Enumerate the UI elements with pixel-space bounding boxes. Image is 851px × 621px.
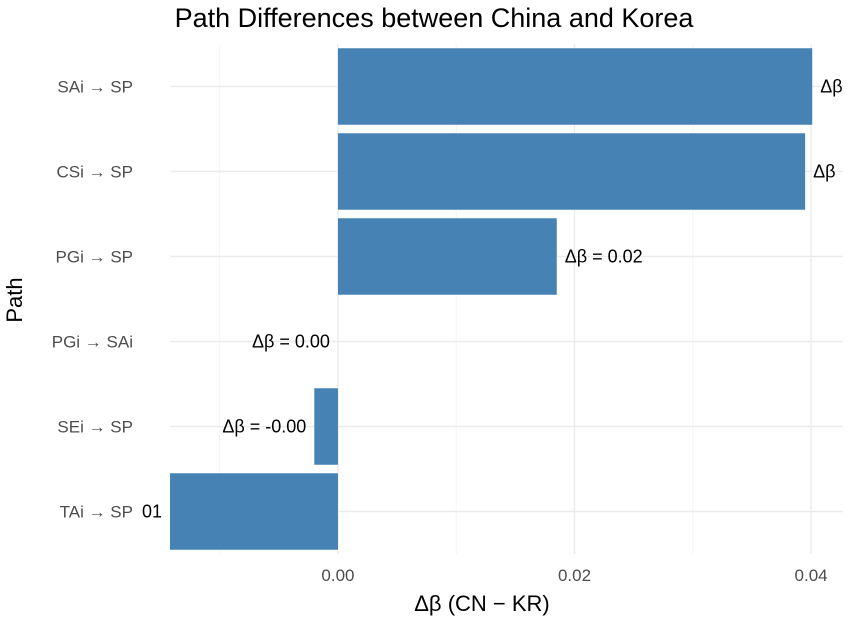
y-axis-title: Path bbox=[2, 277, 27, 322]
data-label: Δβ bbox=[813, 162, 835, 182]
y-tick-label: PGi → SP bbox=[56, 248, 133, 267]
data-label: Δβ bbox=[820, 77, 842, 97]
data-label: Δβ = 0.02 bbox=[565, 247, 643, 267]
chart-title: Path Differences between China and Korea bbox=[175, 3, 695, 33]
bar bbox=[314, 388, 338, 465]
y-tick-label: SAi → SP bbox=[57, 78, 133, 97]
x-tick-labels: 0.00 0.02 0.04 bbox=[321, 566, 827, 585]
y-tick-label: SEi → SP bbox=[57, 418, 133, 437]
bar bbox=[337, 133, 806, 210]
x-axis-title: Δβ (CN − KR) bbox=[414, 591, 550, 616]
x-tick-label: 0.00 bbox=[321, 566, 354, 585]
x-tick-label: 0.04 bbox=[795, 566, 828, 585]
data-label: 01 bbox=[142, 502, 162, 522]
y-tick-label: TAi → SP bbox=[60, 503, 133, 522]
y-tick-labels: SAi → SP CSi → SP PGi → SP PGi → SAi SEi → S… bbox=[52, 78, 133, 522]
y-tick-label: CSi → SP bbox=[56, 163, 133, 182]
x-tick-label: 0.02 bbox=[558, 566, 591, 585]
data-labels: Δβ Δβ Δβ = 0.02 Δβ = 0.00 Δβ = -0.00 01 bbox=[142, 77, 843, 522]
bar bbox=[170, 473, 338, 550]
data-label: Δβ = 0.00 bbox=[252, 332, 330, 352]
bar bbox=[337, 48, 813, 125]
data-label: Δβ = -0.00 bbox=[222, 417, 306, 437]
bar bbox=[337, 218, 557, 295]
y-tick-label: PGi → SAi bbox=[52, 333, 133, 352]
bars bbox=[170, 48, 813, 550]
